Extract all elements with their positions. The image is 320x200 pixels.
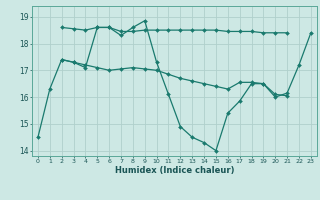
- X-axis label: Humidex (Indice chaleur): Humidex (Indice chaleur): [115, 166, 234, 175]
